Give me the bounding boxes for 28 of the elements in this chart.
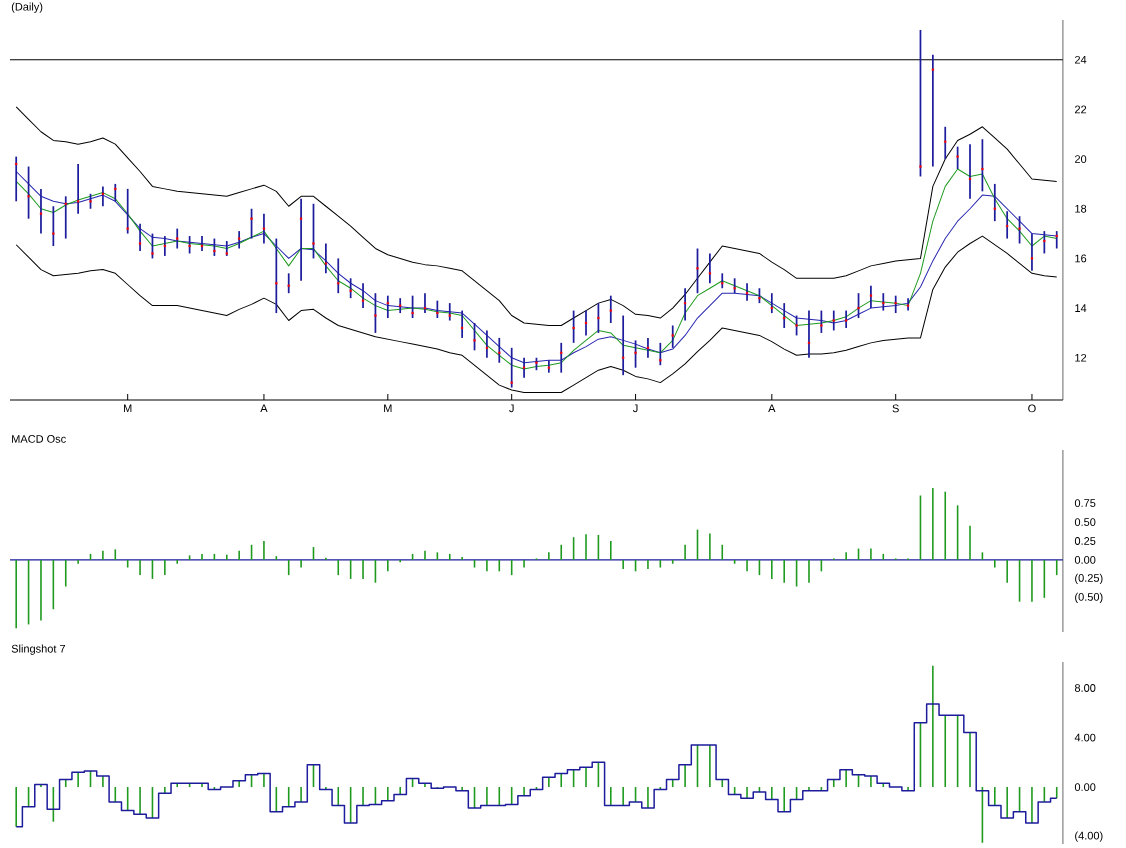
y-tick-label: 8.00 [1074,684,1096,692]
y-tick-label: 0.25 [1074,537,1096,545]
y-tick-label: 22 [1075,105,1087,114]
y-tick-label: 24 [1075,55,1087,64]
x-tick-label: M [384,404,392,413]
y-tick-label: (4.00) [1075,831,1103,842]
y-tick-label: 4.00 [1074,733,1096,742]
y-tick-label: 0.75 [1074,499,1096,507]
y-tick-label: 18 [1075,204,1087,213]
x-tick-label: A [260,404,268,413]
y-tick-label: (0.50) [1075,592,1103,603]
chart-title: Slingshot 7 [11,644,66,655]
y-tick-label: 12 [1075,353,1087,362]
y-tick-label: 0.50 [1074,518,1096,526]
y-tick-label: 20 [1075,155,1087,163]
x-tick-label: M [124,404,132,413]
y-tick-label: (0.25) [1075,573,1103,585]
x-tick-label: J [632,404,638,413]
y-tick-label: 0.00 [1074,556,1096,564]
x-tick-label: O [1028,404,1036,413]
y-tick-label: 14 [1075,304,1087,312]
x-tick-label: A [768,404,776,413]
y-tick-label: 16 [1075,254,1087,263]
x-tick-label: S [892,404,899,413]
chart-title: (Daily) [11,2,43,13]
chart-title: MACD Osc [12,435,66,443]
x-tick-label: J [509,404,514,413]
y-tick-label: 0.00 [1074,783,1096,791]
